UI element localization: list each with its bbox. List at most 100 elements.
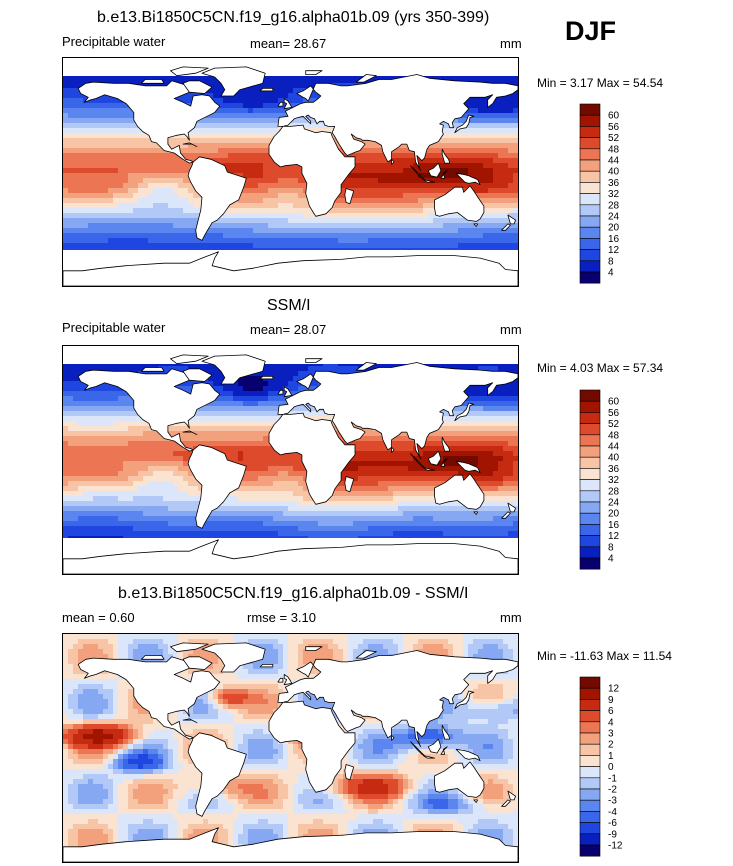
field-cell bbox=[453, 178, 459, 184]
field-cell bbox=[268, 118, 274, 124]
field-cell bbox=[208, 371, 214, 377]
field-cell bbox=[513, 113, 518, 119]
field-cell bbox=[278, 68, 284, 74]
field-cell bbox=[313, 128, 319, 134]
field-cell bbox=[443, 364, 449, 367]
field-cell bbox=[483, 128, 489, 134]
field-cell bbox=[103, 233, 109, 239]
field-cell bbox=[268, 238, 274, 244]
field-cell bbox=[433, 248, 439, 250]
field-cell bbox=[468, 143, 474, 149]
field-cell bbox=[143, 133, 149, 139]
field-cell bbox=[108, 148, 114, 154]
field-cell bbox=[363, 248, 369, 250]
field-cell bbox=[488, 63, 494, 69]
field-cell bbox=[318, 366, 324, 372]
field-cell bbox=[323, 128, 329, 134]
field-cell bbox=[453, 63, 459, 69]
field-cell bbox=[288, 88, 294, 94]
field-cell bbox=[508, 356, 514, 362]
field-cell bbox=[273, 364, 279, 367]
field-cell bbox=[133, 238, 139, 244]
field-cell bbox=[163, 208, 169, 214]
field-cell bbox=[438, 153, 444, 159]
field-cell bbox=[68, 193, 74, 199]
field-cell bbox=[488, 153, 494, 159]
field-cell bbox=[393, 233, 399, 239]
field-cell bbox=[258, 233, 264, 239]
field-cell bbox=[168, 208, 174, 214]
field-cell bbox=[353, 178, 359, 184]
field-cell bbox=[238, 173, 244, 179]
field-cell bbox=[498, 68, 504, 74]
field-cell bbox=[158, 193, 164, 199]
field-cell bbox=[238, 198, 244, 204]
field-cell bbox=[78, 233, 84, 239]
field-cell bbox=[418, 213, 424, 219]
field-cell bbox=[403, 58, 409, 64]
field-cell bbox=[298, 88, 304, 94]
field-cell bbox=[493, 173, 499, 179]
field-cell bbox=[293, 203, 299, 209]
field-cell bbox=[353, 188, 359, 194]
field-cell bbox=[98, 203, 104, 209]
field-cell bbox=[483, 98, 489, 104]
field-cell bbox=[313, 253, 319, 259]
field-cell bbox=[158, 258, 164, 264]
field-cell bbox=[418, 198, 424, 204]
field-cell bbox=[78, 203, 84, 209]
field-cell bbox=[243, 143, 249, 149]
field-cell bbox=[253, 168, 259, 174]
field-cell bbox=[83, 78, 89, 84]
field-cell bbox=[208, 138, 214, 144]
field-cell bbox=[68, 213, 74, 219]
field-cell bbox=[123, 153, 129, 159]
field-cell bbox=[103, 108, 109, 114]
field-cell bbox=[408, 63, 414, 69]
field-cell bbox=[493, 58, 499, 64]
field-cell bbox=[228, 133, 234, 139]
land-mass bbox=[440, 170, 448, 179]
field-cell bbox=[298, 248, 304, 250]
field-cell bbox=[393, 173, 399, 179]
field-cell bbox=[133, 366, 139, 372]
field-cell bbox=[478, 364, 484, 367]
field-cell bbox=[188, 193, 194, 199]
field-cell bbox=[63, 88, 69, 94]
field-cell bbox=[423, 158, 429, 164]
field-cell bbox=[373, 143, 379, 149]
field-cell bbox=[488, 238, 494, 244]
field-cell bbox=[128, 366, 134, 372]
field-cell bbox=[503, 243, 509, 249]
field-cell bbox=[393, 223, 399, 229]
field-cell bbox=[288, 356, 294, 362]
field-cell bbox=[133, 158, 139, 164]
field-cell bbox=[478, 158, 484, 164]
field-cell bbox=[423, 208, 429, 214]
field-cell bbox=[388, 158, 394, 164]
field-cell bbox=[308, 63, 314, 69]
field-cell bbox=[248, 188, 254, 194]
field-cell bbox=[358, 198, 364, 204]
field-cell bbox=[128, 143, 134, 149]
field-cell bbox=[433, 193, 439, 199]
field-cell bbox=[508, 153, 514, 159]
field-cell bbox=[383, 351, 389, 357]
field-cell bbox=[368, 223, 374, 229]
field-cell bbox=[233, 223, 239, 229]
field-cell bbox=[208, 78, 214, 84]
land-mass bbox=[355, 74, 377, 83]
field-cell bbox=[63, 93, 69, 99]
field-cell bbox=[213, 228, 219, 234]
field-cell bbox=[303, 228, 309, 234]
field-cell bbox=[323, 218, 329, 224]
field-cell bbox=[298, 78, 304, 84]
field-cell bbox=[288, 248, 294, 250]
field-cell bbox=[288, 163, 294, 169]
field-cell bbox=[403, 193, 409, 199]
field-cell bbox=[403, 178, 409, 184]
field-cell bbox=[448, 364, 454, 367]
field-cell bbox=[108, 173, 114, 179]
field-cell bbox=[103, 93, 109, 99]
field-cell bbox=[443, 223, 449, 229]
